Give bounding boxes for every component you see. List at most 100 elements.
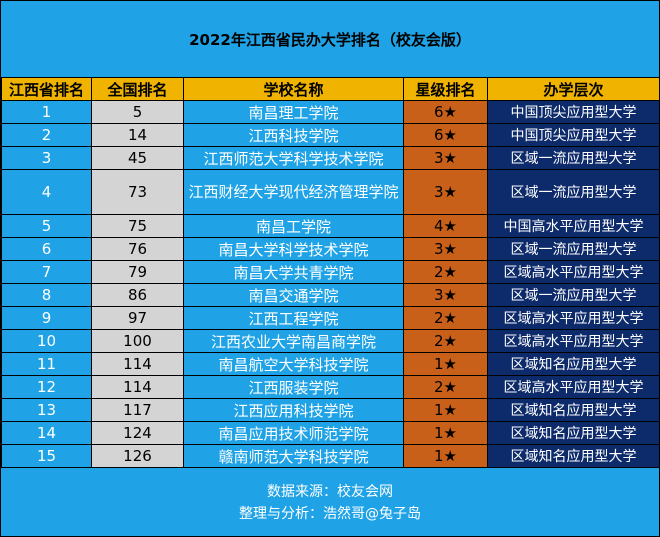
header-school-name: 学校名称 [183, 77, 404, 101]
school-name-cell: 江西应用科技学院 [183, 398, 404, 422]
star-rank-cell: 6★ [403, 100, 488, 124]
school-level-cell: 区域一流应用型大学 [487, 146, 660, 170]
table-row: 1 5 南昌理工学院 6★ 中国顶尖应用型大学 [1, 100, 660, 124]
star-rank-cell: 1★ [403, 352, 488, 376]
table-row: 7 79 南昌大学共青学院 2★ 区域高水平应用型大学 [1, 260, 660, 284]
star-rank-cell: 6★ [403, 123, 488, 147]
school-level-cell: 区域知名应用型大学 [487, 421, 660, 445]
header-national-rank: 全国排名 [91, 77, 184, 101]
school-level-cell: 区域一流应用型大学 [487, 169, 660, 215]
star-rank-cell: 1★ [403, 444, 488, 468]
province-rank-cell: 9 [1, 306, 92, 330]
school-name-cell: 南昌工学院 [183, 214, 404, 238]
school-level-cell: 区域高水平应用型大学 [487, 306, 660, 330]
province-rank-cell: 13 [1, 398, 92, 422]
province-rank-cell: 6 [1, 237, 92, 261]
school-name-cell: 江西服装学院 [183, 375, 404, 399]
star-rank-cell: 3★ [403, 146, 488, 170]
school-name-cell: 江西农业大学南昌商学院 [183, 329, 404, 353]
province-rank-cell: 4 [1, 169, 92, 215]
school-level-cell: 中国高水平应用型大学 [487, 214, 660, 238]
ranking-table: 江西省排名 全国排名 学校名称 星级排名 办学层次 1 5 南昌理工学院 6★ 中国顶尖… [1, 77, 660, 468]
province-rank-cell: 2 [1, 123, 92, 147]
school-name-cell: 南昌交通学院 [183, 283, 404, 307]
school-level-cell: 区域高水平应用型大学 [487, 260, 660, 284]
school-name-cell: 江西科技学院 [183, 123, 404, 147]
table-row: 2 14 江西科技学院 6★ 中国顶尖应用型大学 [1, 123, 660, 147]
table-row: 12 114 江西服装学院 2★ 区域高水平应用型大学 [1, 375, 660, 399]
national-rank-cell: 126 [91, 444, 184, 468]
table-row: 6 76 南昌大学科学技术学院 3★ 区域一流应用型大学 [1, 237, 660, 261]
header-province-rank: 江西省排名 [1, 77, 92, 101]
star-rank-cell: 2★ [403, 306, 488, 330]
national-rank-cell: 73 [91, 169, 184, 215]
province-rank-cell: 7 [1, 260, 92, 284]
star-rank-cell: 2★ [403, 375, 488, 399]
table-row: 3 45 江西师范大学科学技术学院 3★ 区域一流应用型大学 [1, 146, 660, 170]
national-rank-cell: 86 [91, 283, 184, 307]
province-rank-cell: 12 [1, 375, 92, 399]
province-rank-cell: 14 [1, 421, 92, 445]
school-level-cell: 区域知名应用型大学 [487, 398, 660, 422]
table-header-row: 江西省排名 全国排名 学校名称 星级排名 办学层次 [1, 77, 660, 101]
star-rank-cell: 2★ [403, 329, 488, 353]
school-name-cell: 南昌理工学院 [183, 100, 404, 124]
province-rank-cell: 11 [1, 352, 92, 376]
national-rank-cell: 5 [91, 100, 184, 124]
table-row: 4 73 江西财经大学现代经济管理学院 3★ 区域一流应用型大学 [1, 169, 660, 215]
star-rank-cell: 3★ [403, 169, 488, 215]
page-title: 2022年江西省民办大学排名（校友会版） [189, 30, 471, 49]
school-level-cell: 中国顶尖应用型大学 [487, 100, 660, 124]
school-level-cell: 区域高水平应用型大学 [487, 375, 660, 399]
school-level-cell: 区域一流应用型大学 [487, 237, 660, 261]
school-name-cell: 南昌大学科学技术学院 [183, 237, 404, 261]
star-rank-cell: 1★ [403, 421, 488, 445]
national-rank-cell: 76 [91, 237, 184, 261]
table-row: 8 86 南昌交通学院 3★ 区域一流应用型大学 [1, 283, 660, 307]
national-rank-cell: 114 [91, 375, 184, 399]
header-school-level: 办学层次 [487, 77, 660, 101]
school-name-cell: 南昌应用技术师范学院 [183, 421, 404, 445]
national-rank-cell: 97 [91, 306, 184, 330]
national-rank-cell: 100 [91, 329, 184, 353]
table-row: 11 114 南昌航空大学科技学院 1★ 区域知名应用型大学 [1, 352, 660, 376]
school-name-cell: 江西师范大学科学技术学院 [183, 146, 404, 170]
national-rank-cell: 114 [91, 352, 184, 376]
table-row: 13 117 江西应用科技学院 1★ 区域知名应用型大学 [1, 398, 660, 422]
table-row: 9 97 江西工程学院 2★ 区域高水平应用型大学 [1, 306, 660, 330]
school-level-cell: 区域知名应用型大学 [487, 444, 660, 468]
table-row: 5 75 南昌工学院 4★ 中国高水平应用型大学 [1, 214, 660, 238]
star-rank-cell: 2★ [403, 260, 488, 284]
table-row: 14 124 南昌应用技术师范学院 1★ 区域知名应用型大学 [1, 421, 660, 445]
data-source-note: 数据来源：校友会网 [267, 484, 393, 500]
national-rank-cell: 79 [91, 260, 184, 284]
province-rank-cell: 1 [1, 100, 92, 124]
school-level-cell: 区域高水平应用型大学 [487, 329, 660, 353]
school-name-cell: 南昌航空大学科技学院 [183, 352, 404, 376]
province-rank-cell: 8 [1, 283, 92, 307]
national-rank-cell: 75 [91, 214, 184, 238]
province-rank-cell: 5 [1, 214, 92, 238]
school-name-cell: 赣南师范大学科技学院 [183, 444, 404, 468]
table-row: 15 126 赣南师范大学科技学院 1★ 区域知名应用型大学 [1, 444, 660, 468]
school-level-cell: 区域知名应用型大学 [487, 352, 660, 376]
province-rank-cell: 15 [1, 444, 92, 468]
star-rank-cell: 1★ [403, 398, 488, 422]
star-rank-cell: 3★ [403, 283, 488, 307]
header-star-rank: 星级排名 [403, 77, 488, 101]
school-name-cell: 南昌大学共青学院 [183, 260, 404, 284]
national-rank-cell: 14 [91, 123, 184, 147]
province-rank-cell: 10 [1, 329, 92, 353]
table-row: 10 100 江西农业大学南昌商学院 2★ 区域高水平应用型大学 [1, 329, 660, 353]
footer: 数据来源：校友会网 整理与分析：浩然哥@兔子岛 [1, 471, 659, 535]
school-level-cell: 中国顶尖应用型大学 [487, 123, 660, 147]
star-rank-cell: 4★ [403, 214, 488, 238]
national-rank-cell: 45 [91, 146, 184, 170]
province-rank-cell: 3 [1, 146, 92, 170]
national-rank-cell: 117 [91, 398, 184, 422]
national-rank-cell: 124 [91, 421, 184, 445]
star-rank-cell: 3★ [403, 237, 488, 261]
school-name-cell: 江西财经大学现代经济管理学院 [183, 169, 404, 215]
author-note: 整理与分析：浩然哥@兔子岛 [239, 506, 421, 522]
